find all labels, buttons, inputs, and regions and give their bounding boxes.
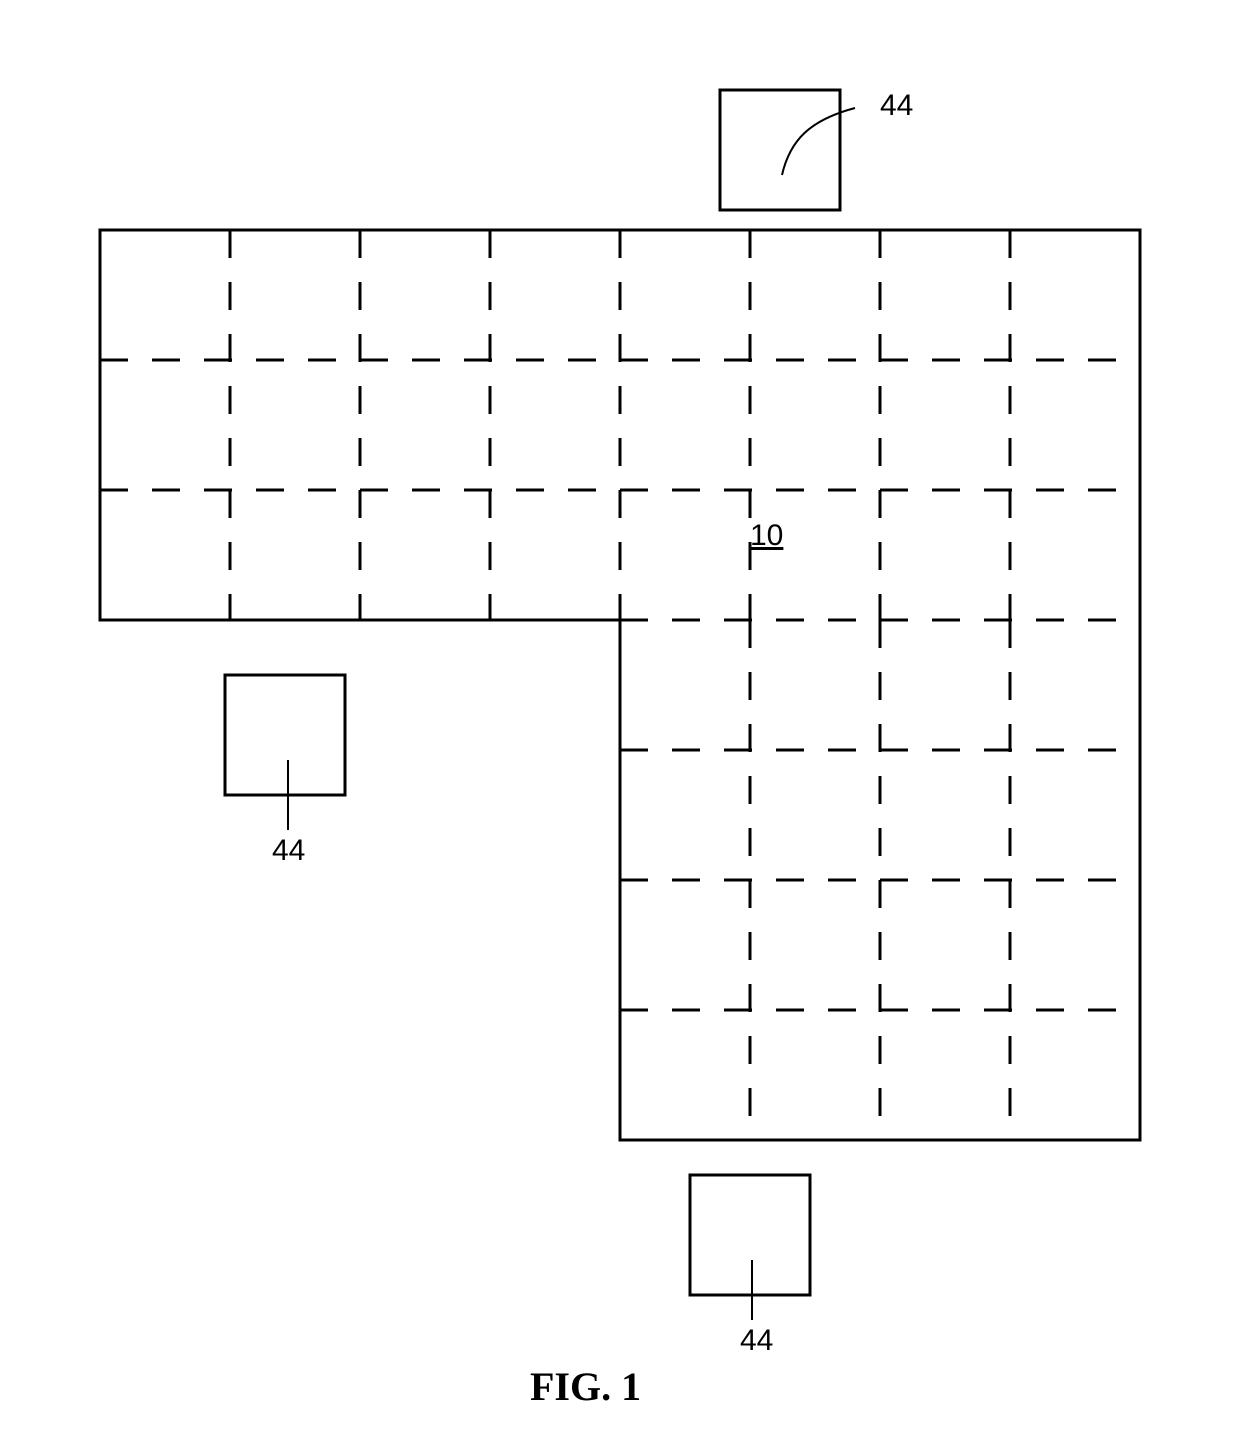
callout-label: 44 [272, 834, 305, 867]
callout-square [225, 675, 345, 795]
figure-title: FIG. 1 [530, 1364, 641, 1409]
leader-line [782, 108, 855, 175]
patent-figure-1: 10 44 44 44 FIG. 1 [0, 0, 1240, 1454]
callout-square [720, 90, 840, 210]
callout-box-2: 44 [690, 1175, 810, 1357]
callout-box-0: 44 [720, 89, 913, 210]
callout-box-1: 44 [225, 675, 345, 867]
callout-label: 44 [880, 89, 913, 122]
region-label-10: 10 [750, 519, 783, 552]
callout-label: 44 [740, 1324, 773, 1357]
floor-outline [100, 230, 1140, 1140]
callout-square [690, 1175, 810, 1295]
